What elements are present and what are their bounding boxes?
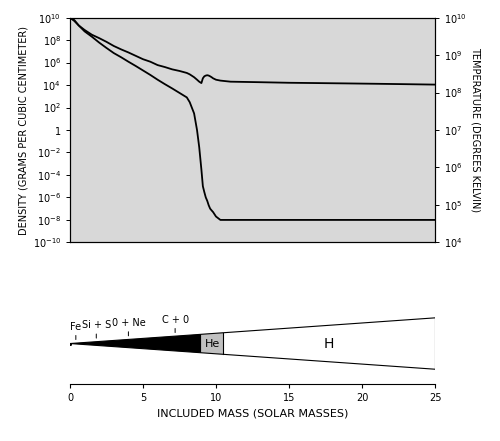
Y-axis label: TEMPERATURE (DEGREES KELVIN): TEMPERATURE (DEGREES KELVIN) [471, 48, 481, 213]
Polygon shape [202, 333, 224, 354]
Text: 0 + Ne: 0 + Ne [112, 318, 146, 328]
X-axis label: INCLUDED MASS (SOLAR MASSES): INCLUDED MASS (SOLAR MASSES) [157, 408, 348, 418]
Text: Si + S: Si + S [82, 321, 111, 330]
Y-axis label: DENSITY (GRAMS PER CUBIC CENTIMETER): DENSITY (GRAMS PER CUBIC CENTIMETER) [18, 26, 28, 235]
Text: Fe: Fe [70, 322, 82, 332]
Polygon shape [70, 334, 202, 353]
Polygon shape [224, 318, 435, 369]
Text: C + 0: C + 0 [162, 315, 188, 325]
Text: H: H [324, 336, 334, 351]
Text: He: He [204, 339, 220, 348]
